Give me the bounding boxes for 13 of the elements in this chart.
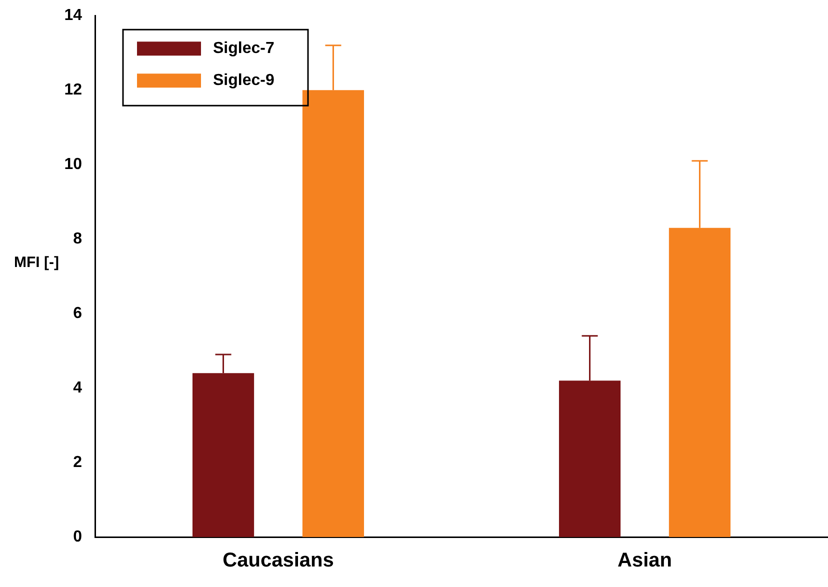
x-tick-label: Asian bbox=[618, 550, 672, 572]
y-axis-title: MFI [-] bbox=[14, 254, 59, 272]
y-tick-label: 6 bbox=[73, 304, 82, 322]
y-tick-label: 8 bbox=[73, 230, 82, 248]
y-tick-label: 2 bbox=[73, 454, 82, 471]
y-tick-label: 0 bbox=[73, 528, 82, 546]
y-tick-label: 4 bbox=[73, 379, 82, 396]
legend-label: Siglec-9 bbox=[213, 72, 274, 90]
y-tick-label: 10 bbox=[64, 156, 82, 173]
x-tick-label: Caucasians bbox=[222, 550, 334, 572]
legend-label: Siglec-7 bbox=[213, 40, 274, 58]
y-tick-label: 14 bbox=[64, 7, 82, 24]
y-tick-label: 12 bbox=[64, 81, 82, 98]
